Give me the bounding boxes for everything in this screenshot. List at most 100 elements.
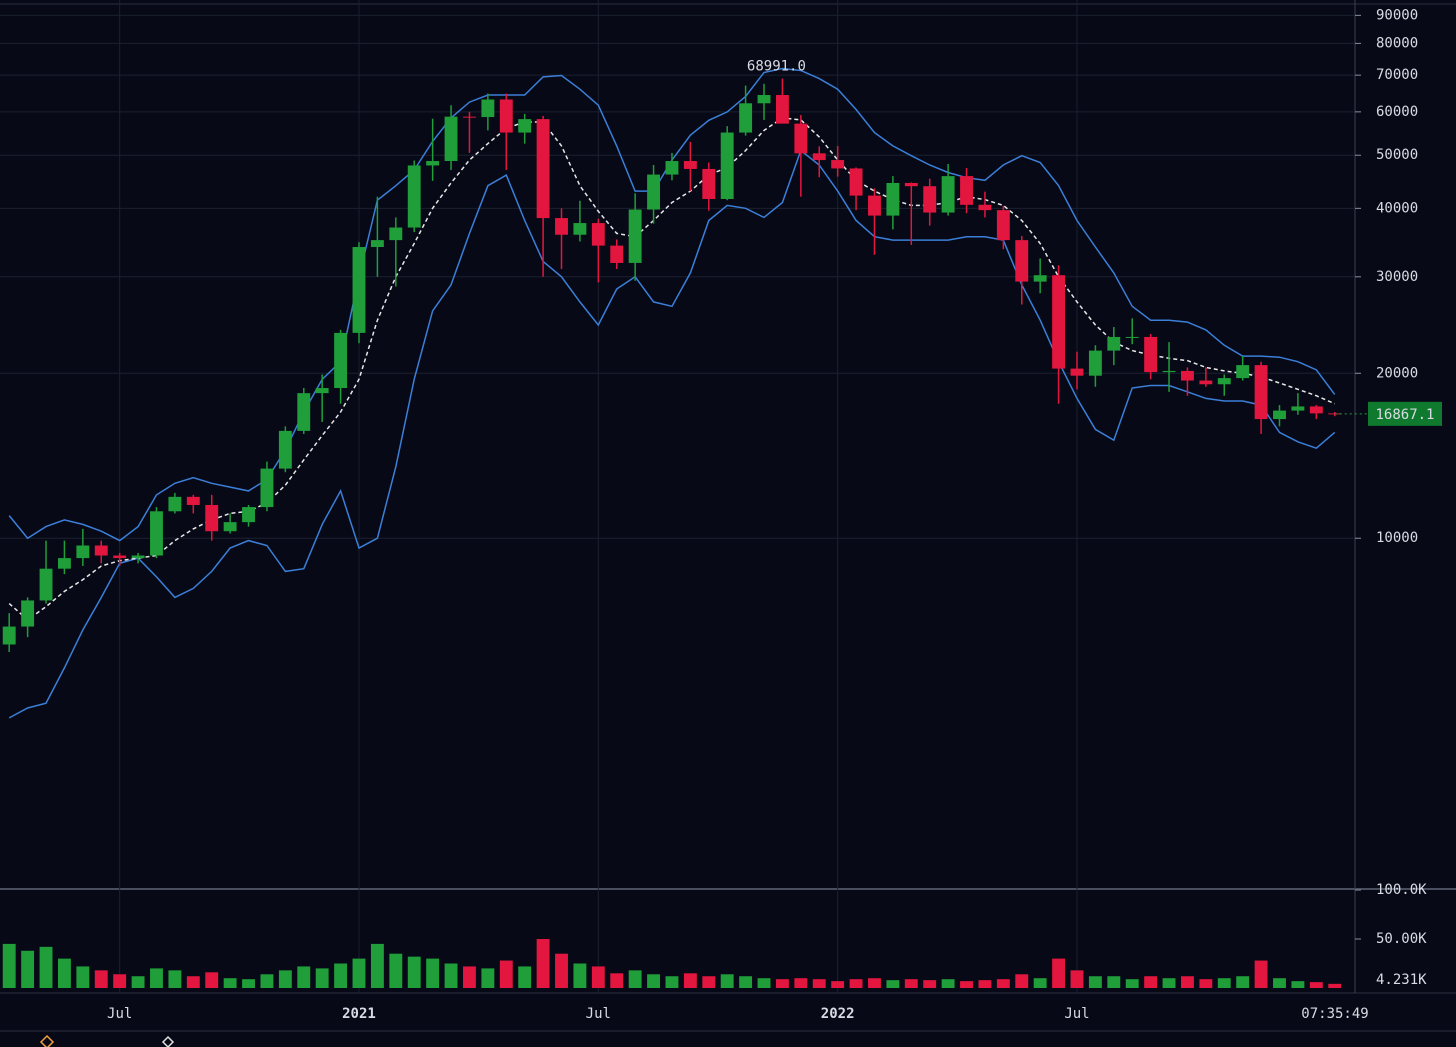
candle-body <box>242 507 255 523</box>
y-tick-label: 10000 <box>1376 530 1418 546</box>
y-tick-label: 80000 <box>1376 35 1418 51</box>
volume-bar <box>757 978 771 988</box>
candle-body <box>536 119 550 219</box>
volume-bar <box>775 979 789 988</box>
volume-bar <box>812 979 826 988</box>
candle-body <box>923 186 937 213</box>
volume-bar <box>702 976 716 988</box>
volume-bar <box>499 960 513 988</box>
candle-body <box>150 511 163 556</box>
candle-body <box>1199 380 1213 385</box>
volume-bar <box>131 976 145 988</box>
y-tick-label: 70000 <box>1376 67 1418 83</box>
candle-body <box>683 161 697 169</box>
candle-body <box>186 496 200 505</box>
candle-body <box>1107 336 1121 351</box>
volume-bar <box>610 973 624 988</box>
volume-bar <box>960 981 973 988</box>
indicator-icon[interactable] <box>39 1034 55 1047</box>
x-tick-label: Jul <box>1064 1006 1089 1022</box>
candle-body <box>1236 365 1250 379</box>
volume-bar <box>647 974 660 988</box>
volume-bar <box>1088 976 1102 988</box>
volume-bar <box>76 966 90 988</box>
volume-bar <box>21 950 35 988</box>
volume-bar <box>389 953 403 988</box>
volume-bar <box>1328 983 1342 988</box>
volume-bar <box>315 968 329 988</box>
volume-bar <box>186 976 200 988</box>
candle-body <box>757 95 771 104</box>
candle-body <box>904 182 918 187</box>
candle-body <box>260 468 274 508</box>
candle-body <box>831 160 845 169</box>
volume-bar <box>518 966 532 988</box>
candle-body <box>370 240 384 248</box>
volume-bar <box>1162 978 1176 988</box>
candle-body <box>647 174 660 210</box>
candle-body <box>849 168 863 196</box>
peak-annotation: 68991.0 <box>747 59 806 75</box>
band-lower <box>8 149 1336 719</box>
volume-bar <box>555 953 568 988</box>
volume-bar <box>205 972 219 988</box>
candle-body <box>94 545 108 556</box>
candle-body <box>21 600 35 627</box>
volume-bar <box>1107 976 1121 988</box>
candle-body <box>223 522 237 532</box>
volume-bar <box>1254 960 1268 988</box>
volume-bar <box>739 976 753 988</box>
volume-bar <box>2 943 16 988</box>
candle-body <box>886 182 900 216</box>
volume-tick-label: 100.0K <box>1376 882 1427 898</box>
volume-bar <box>113 974 127 988</box>
candle-body <box>1125 336 1139 338</box>
candle-body <box>960 176 973 205</box>
candle-body <box>812 153 826 161</box>
candle-body <box>591 223 605 246</box>
volume-bar <box>297 966 311 988</box>
candle-body <box>334 332 348 389</box>
volume-bar <box>260 974 274 988</box>
volume-bar <box>444 963 458 988</box>
candle-body <box>407 165 421 228</box>
volume-bar <box>1052 958 1066 988</box>
candle-body <box>868 195 881 216</box>
candle-body <box>665 161 679 175</box>
volume-bar <box>886 980 900 988</box>
volume-bar <box>996 979 1010 988</box>
volume-bar <box>794 978 808 988</box>
volume-bar <box>941 979 955 988</box>
volume-bar <box>370 943 384 988</box>
candle-body <box>131 555 145 559</box>
volume-bar <box>407 956 421 988</box>
y-tick-label: 90000 <box>1376 7 1418 23</box>
volume-bar <box>923 980 937 988</box>
volume-bar <box>978 980 992 988</box>
candle-body <box>1181 370 1194 381</box>
indicator-icon[interactable] <box>161 1035 175 1047</box>
volume-bar <box>628 970 642 988</box>
candle-body <box>205 504 219 532</box>
volume-bar <box>334 963 348 988</box>
candle-body <box>168 496 182 512</box>
x-tick-label: 2021 <box>342 1006 376 1022</box>
y-tick-label: 40000 <box>1376 200 1418 216</box>
candle-body <box>628 209 642 263</box>
volume-bar <box>1291 981 1305 988</box>
candle-body <box>426 161 440 166</box>
volume-bar <box>904 979 918 988</box>
volume-bar <box>849 979 863 988</box>
volume-bar <box>591 966 605 988</box>
candle-body <box>1088 350 1102 376</box>
y-tick-label: 60000 <box>1376 104 1418 120</box>
candle-body <box>941 176 955 213</box>
candle-body <box>720 132 734 200</box>
last-price-box <box>1368 401 1442 426</box>
candle-body <box>739 103 753 133</box>
countdown: 07:35:49 <box>1301 1006 1368 1022</box>
volume-bar <box>536 939 550 988</box>
volume-bar <box>481 968 495 988</box>
candle-body <box>1052 275 1066 369</box>
